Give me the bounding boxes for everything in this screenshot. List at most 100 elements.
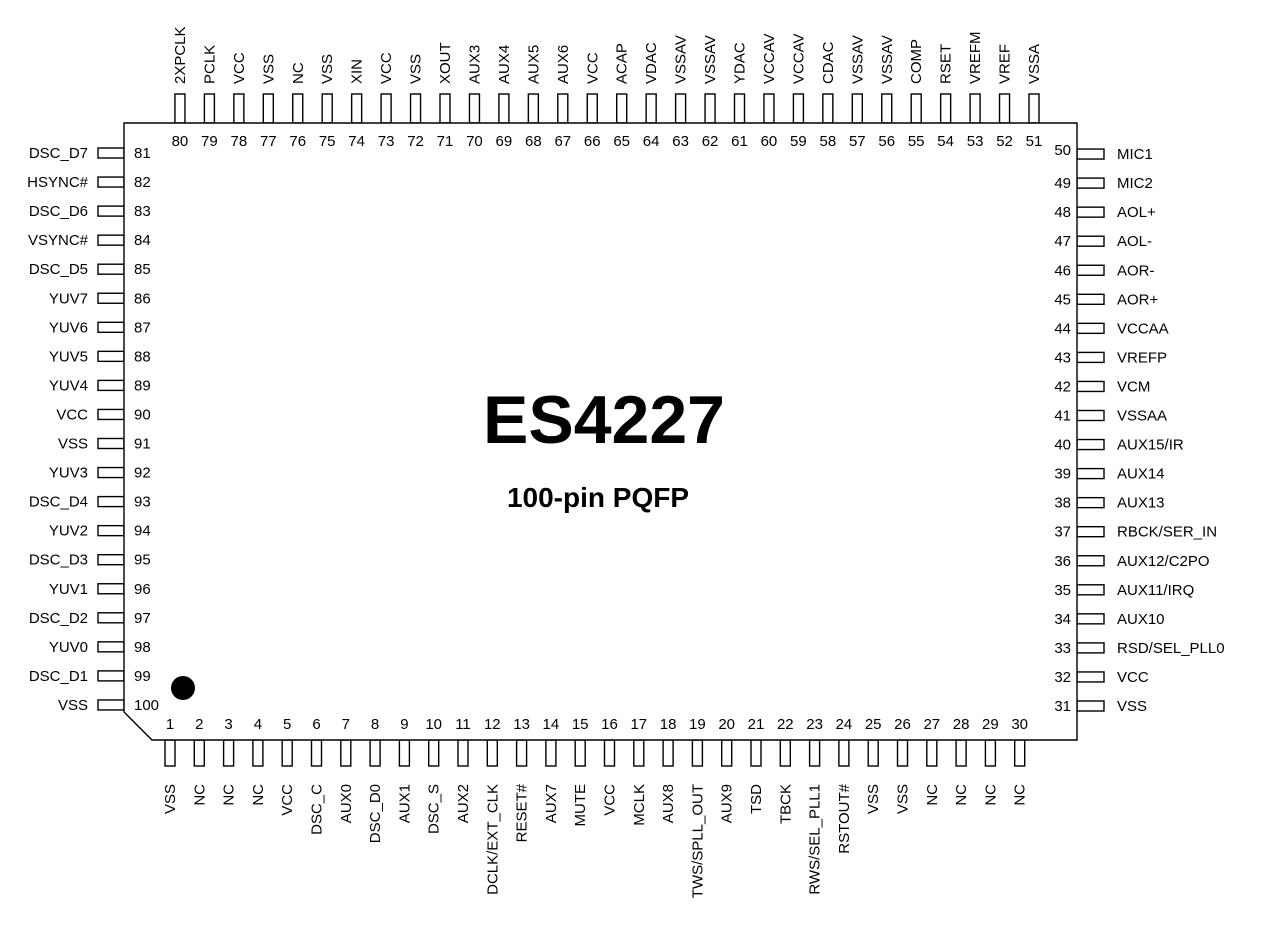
pin-name-85-dsc-d5: DSC_D5 xyxy=(29,261,88,278)
pin-name-14-aux7: AUX7 xyxy=(543,784,560,823)
pin-number-80: 80 xyxy=(172,133,189,150)
pin-pad-60 xyxy=(763,93,775,124)
pin-pad-79 xyxy=(203,93,216,124)
pin-pad-14 xyxy=(545,739,557,767)
pin-number-45: 45 xyxy=(1054,291,1071,308)
pin-name-24-rstout: RSTOUT# xyxy=(836,783,853,853)
pin-name-28-nc: NC xyxy=(953,784,970,806)
pin-number-2: 2 xyxy=(195,716,203,733)
pin-number-9: 9 xyxy=(400,716,408,733)
pin-number-44: 44 xyxy=(1054,320,1071,337)
pin-number-100: 100 xyxy=(134,697,159,714)
pin-number-20: 20 xyxy=(718,716,735,733)
pin-labels: 1 VSS 2 NC 3 NC 4 NC 5 VCC 6 DSC_C 7 AUX0 8 DSC_D0 9 AUX1… xyxy=(27,26,1224,898)
pin-name-66-vcc: VCC xyxy=(584,52,601,84)
pin-name-84-vsync: VSYNC# xyxy=(28,232,89,249)
pin-pad-48 xyxy=(1076,206,1105,218)
pin-number-19: 19 xyxy=(689,716,706,733)
pin-pad-81 xyxy=(97,147,125,159)
pin-number-42: 42 xyxy=(1054,378,1071,395)
pin-name-44-vccaa: VCCAA xyxy=(1117,320,1169,337)
pin-number-60: 60 xyxy=(761,133,778,150)
pin-name-10-dsc-s: DSC_S xyxy=(426,784,443,834)
pin-pad-63 xyxy=(674,93,687,124)
pin-pad-36 xyxy=(1076,555,1105,567)
pin-name-11-aux2: AUX2 xyxy=(455,784,472,823)
pin-pad-44 xyxy=(1076,322,1105,335)
pin-number-37: 37 xyxy=(1054,524,1071,541)
pin-name-20-aux9: AUX9 xyxy=(719,784,736,823)
pin-name-95-dsc-d3: DSC_D3 xyxy=(29,552,88,569)
pin-number-58: 58 xyxy=(820,133,837,150)
pin-name-92-yuv3: YUV3 xyxy=(49,465,88,482)
pin-number-55: 55 xyxy=(908,133,925,150)
pin-number-7: 7 xyxy=(342,716,350,733)
pin-name-47-aol: AOL- xyxy=(1117,233,1152,250)
pin-pad-51 xyxy=(1028,93,1040,124)
pin-pad-68 xyxy=(527,93,540,124)
pin-number-96: 96 xyxy=(134,581,151,598)
pin-number-70: 70 xyxy=(466,133,483,150)
pin-name-69-aux4: AUX4 xyxy=(496,45,513,84)
pin-name-18-aux8: AUX8 xyxy=(660,784,677,823)
pin-name-37-rbck-ser-in: RBCK/SER_IN xyxy=(1117,524,1217,541)
pin-number-82: 82 xyxy=(134,174,151,191)
pin-number-81: 81 xyxy=(134,145,151,162)
pin-name-25-vss: VSS xyxy=(865,784,882,814)
pin-number-54: 54 xyxy=(937,133,954,150)
pin-name-99-dsc-d1: DSC_D1 xyxy=(29,668,88,685)
chip-package: 100-pin PQFP xyxy=(507,482,689,513)
pin-number-34: 34 xyxy=(1054,611,1071,628)
pin-name-27-nc: NC xyxy=(924,784,941,806)
pin-name-43-vrefp: VREFP xyxy=(1117,349,1167,366)
pin-pads xyxy=(97,93,1105,767)
pin-number-16: 16 xyxy=(601,716,618,733)
pin-pad-17 xyxy=(633,739,645,767)
pin-name-81-dsc-d7: DSC_D7 xyxy=(29,145,88,162)
pin-pad-43 xyxy=(1076,351,1105,364)
pin-number-66: 66 xyxy=(584,133,601,150)
pin-name-39-aux14: AUX14 xyxy=(1117,466,1165,483)
pin-number-88: 88 xyxy=(134,348,151,365)
pin-number-92: 92 xyxy=(134,465,151,482)
pin-name-36-aux12-c2po: AUX12/C2PO xyxy=(1117,553,1210,570)
pin-pad-4 xyxy=(252,739,264,767)
pin-number-40: 40 xyxy=(1054,437,1071,454)
pin-pad-66 xyxy=(586,93,598,124)
pin-pad-75 xyxy=(321,93,333,124)
pin-number-84: 84 xyxy=(134,232,151,249)
pin-name-7-aux0: AUX0 xyxy=(338,784,355,823)
pin-name-22-tbck: TBCK xyxy=(777,784,794,824)
pin-number-32: 32 xyxy=(1054,669,1071,686)
pin-pad-67 xyxy=(557,93,569,124)
pin-number-75: 75 xyxy=(319,133,336,150)
pin-number-50: 50 xyxy=(1054,142,1071,159)
pin-number-41: 41 xyxy=(1054,408,1071,425)
pin-pad-82 xyxy=(97,176,125,188)
pin-pad-93 xyxy=(97,495,125,508)
pin-number-64: 64 xyxy=(643,133,660,150)
pin-number-11: 11 xyxy=(455,716,471,733)
pin-name-86-yuv7: YUV7 xyxy=(49,290,88,307)
pin-name-31-vss: VSS xyxy=(1117,698,1147,715)
pin-pad-3 xyxy=(222,739,235,767)
pin-pad-69 xyxy=(498,93,510,124)
pin-name-5-vcc: VCC xyxy=(279,784,296,816)
pin-pad-35 xyxy=(1076,584,1105,596)
pin-name-13-reset: RESET# xyxy=(514,783,531,842)
pin-name-45-aor: AOR+ xyxy=(1117,291,1159,308)
pin-name-87-yuv6: YUV6 xyxy=(49,319,88,336)
pin-number-33: 33 xyxy=(1054,640,1071,657)
pin-name-90-vcc: VCC xyxy=(56,406,88,423)
pin-name-100-vss: VSS xyxy=(58,697,88,714)
pin-number-24: 24 xyxy=(836,716,853,733)
pin-pad-20 xyxy=(721,739,733,767)
pin-name-59-vccav: VCCAV xyxy=(790,33,807,84)
pin-name-33-rsd-sel-pll0: RSD/SEL_PLL0 xyxy=(1117,640,1225,657)
pin-number-85: 85 xyxy=(134,261,151,278)
pin-pad-31 xyxy=(1076,700,1105,712)
pin-pad-10 xyxy=(428,739,440,767)
pin-pad-11 xyxy=(457,739,469,767)
pin-number-48: 48 xyxy=(1054,204,1071,221)
